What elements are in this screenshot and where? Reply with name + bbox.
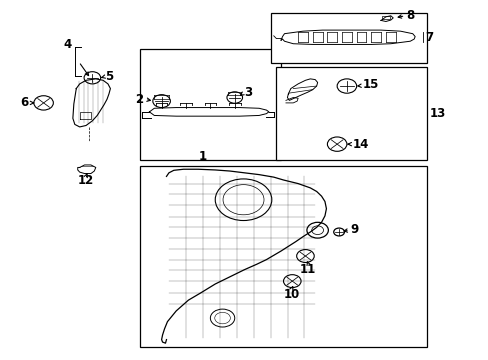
Text: 10: 10 <box>284 288 300 301</box>
Text: 6: 6 <box>20 96 29 109</box>
Text: 9: 9 <box>350 223 358 236</box>
Bar <box>276 67 427 160</box>
Text: 14: 14 <box>352 138 368 150</box>
Text: 3: 3 <box>244 86 252 99</box>
Bar <box>140 49 281 160</box>
Bar <box>271 13 427 63</box>
Text: 11: 11 <box>299 263 315 276</box>
Bar <box>140 166 427 347</box>
Text: 13: 13 <box>429 107 445 120</box>
Text: 4: 4 <box>63 38 71 51</box>
Text: 8: 8 <box>406 9 414 22</box>
Text: 2: 2 <box>135 93 143 106</box>
Text: 1: 1 <box>199 150 207 163</box>
Text: 15: 15 <box>362 78 378 91</box>
Text: 7: 7 <box>424 31 432 44</box>
Text: 5: 5 <box>105 69 114 82</box>
Text: 12: 12 <box>78 174 94 187</box>
